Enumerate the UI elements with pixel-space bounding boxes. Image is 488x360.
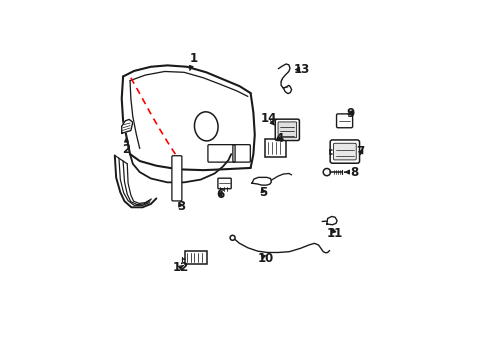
FancyBboxPatch shape xyxy=(275,119,299,140)
Text: 9: 9 xyxy=(346,107,354,120)
Circle shape xyxy=(323,168,330,176)
Text: 3: 3 xyxy=(176,200,184,213)
FancyBboxPatch shape xyxy=(218,178,231,189)
Polygon shape xyxy=(251,177,271,185)
Circle shape xyxy=(230,235,235,240)
Polygon shape xyxy=(122,120,133,133)
Text: 6: 6 xyxy=(216,188,224,201)
Text: 2: 2 xyxy=(122,138,130,157)
Text: 11: 11 xyxy=(325,228,342,240)
FancyBboxPatch shape xyxy=(336,114,352,128)
FancyBboxPatch shape xyxy=(264,139,285,157)
Text: 5: 5 xyxy=(259,186,266,199)
Text: 10: 10 xyxy=(257,252,273,265)
Text: 4: 4 xyxy=(275,131,283,144)
Polygon shape xyxy=(326,216,336,225)
Text: 7: 7 xyxy=(355,145,364,158)
FancyBboxPatch shape xyxy=(184,251,207,264)
Text: 8: 8 xyxy=(344,166,358,179)
FancyBboxPatch shape xyxy=(329,140,359,163)
Text: 13: 13 xyxy=(293,63,309,76)
FancyBboxPatch shape xyxy=(278,122,296,138)
Text: 14: 14 xyxy=(260,112,276,125)
FancyBboxPatch shape xyxy=(333,143,355,160)
Text: 1: 1 xyxy=(189,52,198,71)
FancyBboxPatch shape xyxy=(172,156,182,201)
Text: 12: 12 xyxy=(172,261,188,274)
